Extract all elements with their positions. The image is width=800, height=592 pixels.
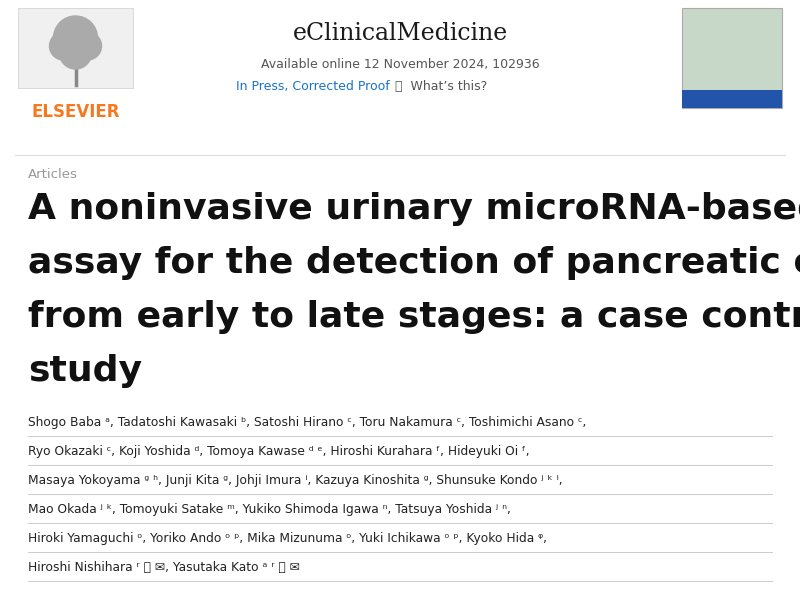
Text: Ryo Okazaki ᶜ, Koji Yoshida ᵈ, Tomoya Kawase ᵈ ᵉ, Hiroshi Kurahara ᶠ, Hideyuki O: Ryo Okazaki ᶜ, Koji Yoshida ᵈ, Tomoya Ka…: [28, 445, 530, 458]
Circle shape: [50, 32, 78, 60]
Circle shape: [59, 37, 91, 69]
Text: Hiroshi Nishihara ʳ 👤 ✉, Yasutaka Kato ᵃ ʳ 👤 ✉: Hiroshi Nishihara ʳ 👤 ✉, Yasutaka Kato ᵃ…: [28, 561, 300, 574]
Text: In Press, Corrected Proof: In Press, Corrected Proof: [236, 80, 390, 93]
Text: Hiroki Yamaguchi ᵒ, Yoriko Ando ᵒ ᵖ, Mika Mizunuma ᵒ, Yuki Ichikawa ᵒ ᵖ, Kyoko H: Hiroki Yamaguchi ᵒ, Yoriko Ando ᵒ ᵖ, Mik…: [28, 532, 547, 545]
Text: A noninvasive urinary microRNA-based: A noninvasive urinary microRNA-based: [28, 192, 800, 226]
Text: from early to late stages: a case control: from early to late stages: a case contro…: [28, 300, 800, 334]
Text: Articles: Articles: [28, 168, 78, 181]
Bar: [18, 8, 133, 88]
Circle shape: [54, 16, 98, 60]
Text: Mao Okada ʲ ᵏ, Tomoyuki Satake ᵐ, Yukiko Shimoda Igawa ⁿ, Tatsuya Yoshida ʲ ⁿ,: Mao Okada ʲ ᵏ, Tomoyuki Satake ᵐ, Yukiko…: [28, 503, 511, 516]
Text: Available online 12 November 2024, 102936: Available online 12 November 2024, 10293…: [261, 58, 539, 71]
Text: study: study: [28, 354, 142, 388]
Text: Shogo Baba ᵃ, Tadatoshi Kawasaki ᵇ, Satoshi Hirano ᶜ, Toru Nakamura ᶜ, Toshimich: Shogo Baba ᵃ, Tadatoshi Kawasaki ᵇ, Sato…: [28, 416, 586, 429]
Bar: [682, 8, 782, 108]
Text: ⓘ  What’s this?: ⓘ What’s this?: [395, 80, 487, 93]
Text: Masaya Yokoyama ᵍ ʰ, Junji Kita ᵍ, Johji Imura ⁱ, Kazuya Kinoshita ᵍ, Shunsuke K: Masaya Yokoyama ᵍ ʰ, Junji Kita ᵍ, Johji…: [28, 474, 562, 487]
Text: eClinicalMedicine: eClinicalMedicine: [292, 22, 508, 45]
Bar: [682, 90, 782, 108]
Circle shape: [74, 32, 102, 60]
Text: ELSEVIER: ELSEVIER: [31, 103, 120, 121]
Text: assay for the detection of pancreatic cancer: assay for the detection of pancreatic ca…: [28, 246, 800, 280]
